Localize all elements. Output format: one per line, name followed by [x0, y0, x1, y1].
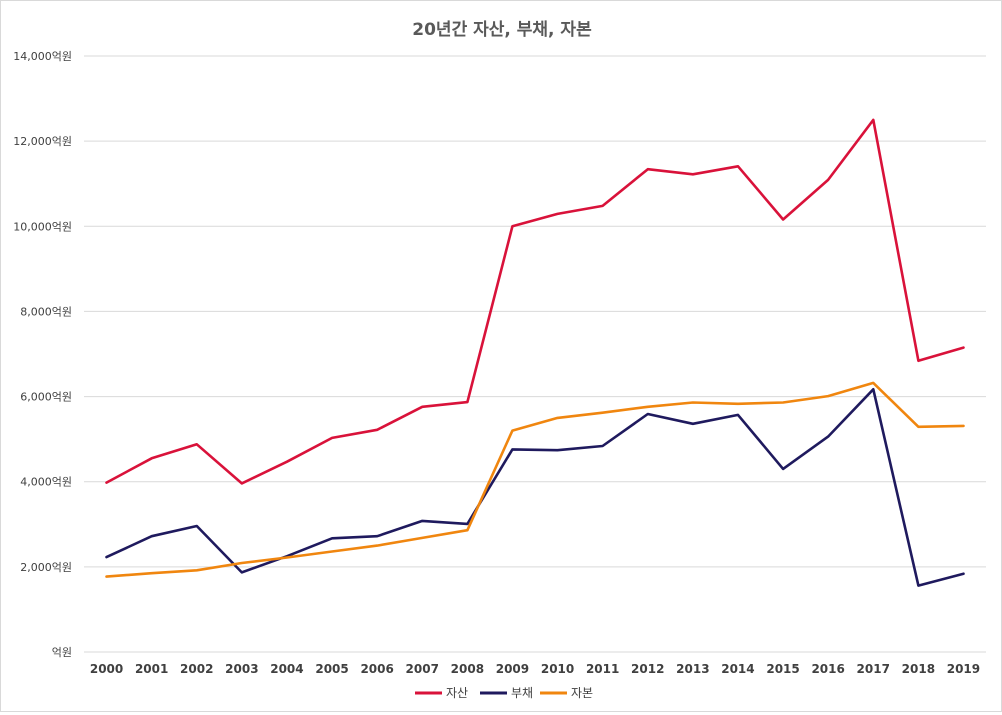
x-tick-label: 2012 [631, 662, 664, 676]
x-tick-label: 2006 [360, 662, 393, 676]
legend: 자산 부채 자본 [415, 686, 593, 700]
x-tick-label: 2019 [947, 662, 980, 676]
x-axis-ticks: 2000 2001 2002 2003 2004 2005 2006 2007 2008 2009… [90, 662, 980, 676]
x-tick-label: 2009 [496, 662, 529, 676]
series-line-0 [105, 118, 965, 485]
x-tick-label: 2017 [857, 662, 890, 676]
x-tick-label: 2004 [270, 662, 303, 676]
x-tick-label: 2002 [180, 662, 213, 676]
y-tick-label: 억원 [52, 646, 72, 659]
series-line-2 [105, 381, 965, 578]
y-tick-label: 10,000억원 [13, 220, 72, 233]
legend-label: 자본 [571, 686, 593, 700]
x-tick-label: 2013 [676, 662, 709, 676]
x-tick-label: 2018 [902, 662, 935, 676]
gridlines [84, 55, 986, 653]
x-tick-label: 2000 [90, 662, 123, 676]
y-tick-label: 8,000억원 [20, 305, 72, 318]
legend-label: 부채 [511, 686, 533, 700]
x-tick-label: 2005 [315, 662, 348, 676]
x-tick-label: 2008 [451, 662, 484, 676]
x-tick-label: 2007 [406, 662, 439, 676]
y-tick-label: 4,000억원 [20, 476, 72, 489]
y-tick-label: 6,000억원 [20, 391, 72, 404]
legend-label: 자산 [446, 686, 468, 700]
y-tick-label: 12,000억원 [13, 135, 72, 148]
y-tick-label: 14,000억원 [13, 50, 72, 63]
x-tick-label: 2003 [225, 662, 258, 676]
x-tick-label: 2014 [721, 662, 754, 676]
x-tick-label: 2001 [135, 662, 168, 676]
chart-title: 20년간 자산, 부채, 자본 [412, 20, 592, 40]
x-tick-label: 2011 [586, 662, 619, 676]
x-tick-label: 2010 [541, 662, 574, 676]
series-line-1 [105, 387, 965, 587]
y-tick-label: 2,000억원 [20, 561, 72, 574]
series-lines [105, 118, 965, 587]
x-tick-label: 2016 [811, 662, 844, 676]
x-tick-label: 2015 [766, 662, 799, 676]
y-axis-ticks: 억원 2,000억원 4,000억원 6,000억원 8,000억원 10,000억원 12… [13, 50, 72, 659]
